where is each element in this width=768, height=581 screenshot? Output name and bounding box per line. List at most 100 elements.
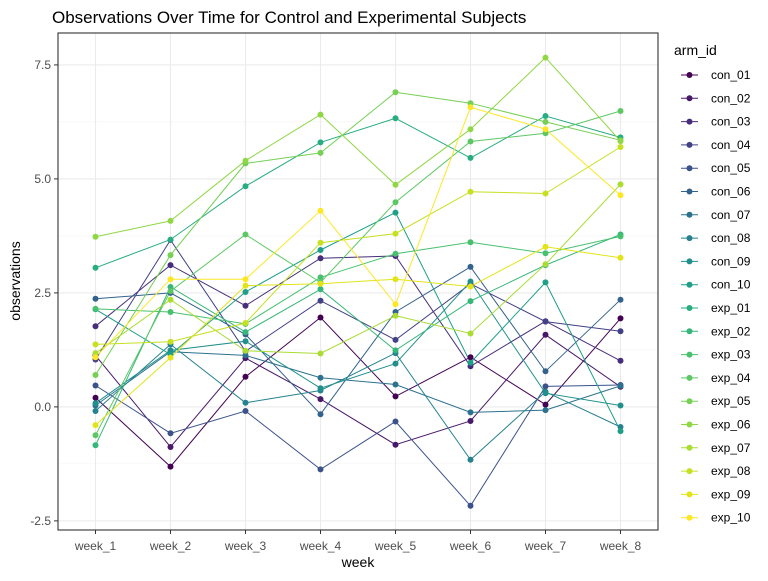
legend-item-con_09: con_09 (681, 254, 751, 268)
data-point-exp_06 (467, 126, 474, 133)
legend-key-point (686, 328, 693, 335)
legend-key-point (686, 398, 693, 405)
data-point-con_01 (617, 315, 624, 322)
data-point-exp_09 (392, 276, 399, 283)
data-point-exp_06 (392, 181, 399, 188)
series-line-exp_05 (95, 91, 621, 376)
data-point-exp_10 (542, 126, 549, 133)
legend-item-con_06: con_06 (681, 185, 751, 199)
data-point-exp_05 (167, 252, 174, 259)
y-tick-label: 2.5 (34, 286, 51, 300)
series-line-con_07 (95, 351, 621, 413)
data-point-con_07 (392, 381, 399, 388)
data-point-exp_05 (542, 118, 549, 125)
legend-item-con_05: con_05 (681, 161, 751, 175)
data-point-con_03 (617, 357, 624, 364)
legend-label: exp_08 (711, 464, 751, 478)
legend-item-con_08: con_08 (681, 231, 751, 245)
data-point-con_09 (242, 338, 249, 345)
data-point-exp_01 (167, 236, 174, 243)
data-point-exp_08 (392, 230, 399, 237)
data-point-con_02 (167, 444, 174, 450)
data-point-exp_09 (617, 254, 624, 261)
data-point-con_02 (392, 441, 399, 448)
legend-key-point (686, 141, 693, 148)
legend-item-exp_02: exp_02 (681, 324, 751, 338)
data-point-exp_02 (242, 329, 249, 336)
data-point-con_02 (317, 396, 324, 403)
series-line-exp_04 (95, 110, 621, 436)
legend-label: con_03 (711, 115, 751, 129)
data-point-exp_10 (167, 276, 174, 283)
data-point-exp_06 (242, 157, 249, 164)
legend-label: con_09 (711, 254, 751, 268)
legend-key-point (686, 235, 693, 242)
legend-key-point (686, 72, 693, 78)
data-point-exp_05 (317, 149, 324, 156)
data-point-exp_01 (467, 154, 474, 161)
series-line-con_09 (95, 280, 621, 406)
data-point-con_02 (467, 418, 474, 424)
data-point-exp_06 (92, 233, 99, 240)
data-point-exp_04 (467, 138, 474, 145)
data-point-exp_07 (542, 261, 549, 268)
data-point-con_08 (242, 399, 249, 406)
data-point-con_03 (317, 255, 324, 262)
legend-item-con_01: con_01 (681, 68, 751, 82)
data-point-con_06 (617, 296, 624, 303)
legend-key-point (686, 258, 693, 265)
data-point-exp_07 (392, 312, 399, 319)
y-tick-label: 5.0 (34, 172, 51, 186)
series-line-exp_03 (95, 235, 621, 325)
data-point-con_09 (467, 278, 474, 285)
data-point-con_01 (392, 393, 399, 400)
data-point-exp_10 (242, 276, 249, 283)
data-point-con_03 (167, 262, 174, 269)
x-tick-label: week_4 (299, 539, 342, 553)
legend-label: exp_07 (711, 441, 751, 455)
legend-key-point (686, 351, 693, 358)
legend-key-point (686, 468, 693, 475)
legend-label: con_10 (711, 278, 751, 292)
legend-item-exp_09: exp_09 (681, 487, 751, 501)
data-point-con_04 (392, 336, 399, 343)
legend-item-exp_05: exp_05 (681, 394, 751, 408)
legend-item-exp_06: exp_06 (681, 418, 751, 432)
data-point-exp_02 (92, 442, 99, 449)
series-line-exp_07 (95, 184, 621, 355)
legend-label: exp_06 (711, 418, 751, 432)
data-point-con_05 (392, 418, 399, 425)
legend-item-exp_03: exp_03 (681, 348, 751, 362)
data-point-con_04 (542, 318, 549, 325)
data-point-exp_01 (317, 139, 324, 146)
data-point-exp_07 (167, 296, 174, 303)
x-axis-label: week (341, 554, 376, 570)
data-point-exp_10 (317, 207, 324, 214)
data-point-exp_07 (242, 347, 249, 354)
data-point-con_07 (242, 352, 249, 359)
data-point-con_10 (467, 359, 474, 366)
data-point-con_09 (317, 385, 324, 392)
data-point-exp_03 (317, 274, 324, 281)
data-point-exp_08 (242, 320, 249, 326)
data-point-exp_06 (317, 111, 324, 118)
data-point-exp_08 (92, 341, 99, 348)
x-tick-label: week_7 (524, 539, 567, 553)
legend-label: exp_05 (711, 394, 751, 408)
data-point-con_04 (317, 297, 324, 304)
x-tick-label: week_6 (449, 539, 492, 553)
data-point-con_06 (542, 368, 549, 375)
data-point-con_03 (242, 302, 249, 309)
minor-gridlines (58, 121, 658, 465)
data-point-exp_01 (92, 264, 99, 271)
legend-label: exp_04 (711, 371, 751, 385)
data-point-con_01 (317, 314, 324, 321)
legend-title: arm_id (674, 42, 717, 58)
data-point-exp_02 (167, 284, 174, 290)
legend-item-exp_10: exp_10 (681, 511, 751, 525)
legend-item-con_04: con_04 (681, 138, 751, 152)
data-point-exp_09 (467, 283, 474, 290)
data-point-exp_07 (92, 350, 99, 357)
